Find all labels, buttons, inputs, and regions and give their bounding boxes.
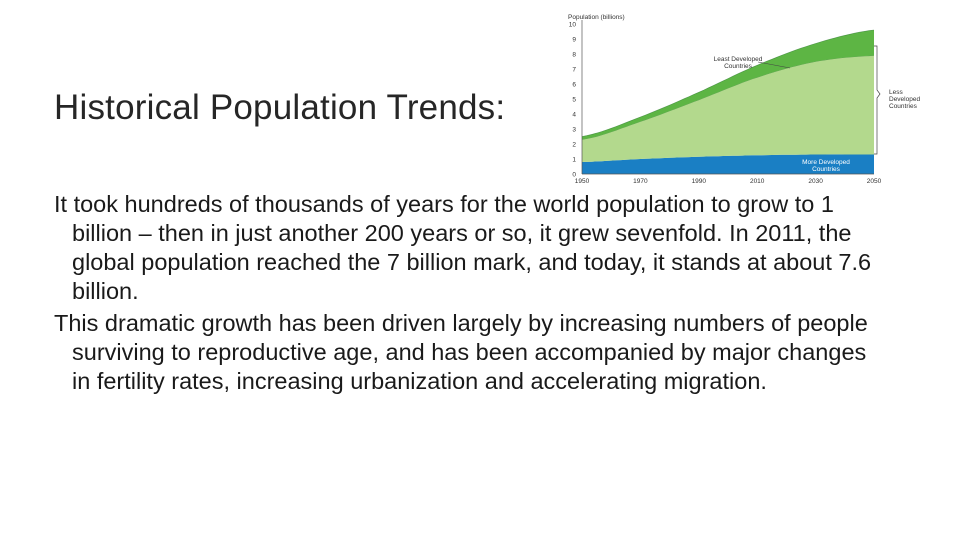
paragraph-1: It took hundreds of thousands of years f… xyxy=(54,191,872,304)
x-tick-label: 1970 xyxy=(633,178,648,185)
x-tick-label: 2010 xyxy=(750,178,765,185)
y-axis-ticks: 0 1 2 3 4 5 6 7 8 9 10 xyxy=(569,21,577,178)
least-developed-callout: Least Developed Countries xyxy=(714,56,791,70)
y-tick-label: 10 xyxy=(569,21,577,28)
less-developed-bracket xyxy=(874,45,881,155)
x-tick-label: 2030 xyxy=(808,178,823,185)
least-developed-label-line-2: Countries xyxy=(724,63,753,70)
series-area-1 xyxy=(582,55,874,162)
less-developed-label-line-3: Countries xyxy=(889,103,918,110)
series-area-0 xyxy=(582,154,874,174)
y-axis-label: Population (billions) xyxy=(568,14,625,21)
x-tick-label: 1990 xyxy=(692,178,707,185)
y-tick-label: 8 xyxy=(572,51,576,58)
less-developed-label-line-1: Less xyxy=(889,89,903,96)
x-axis-ticks: 1950 1970 1990 2010 2030 2050 xyxy=(575,178,882,185)
less-developed-label-line-2: Developed xyxy=(889,96,920,103)
slide-title: Historical Population Trends: xyxy=(54,88,506,127)
y-tick-label: 1 xyxy=(572,156,576,163)
more-developed-callout: More Developed Countries xyxy=(802,159,850,173)
y-tick-label: 2 xyxy=(572,141,576,148)
series-edge-2 xyxy=(581,29,875,137)
paragraph-2: This dramatic growth has been driven lar… xyxy=(54,310,868,394)
x-tick-label: 2050 xyxy=(867,178,882,185)
y-tick-label: 5 xyxy=(572,96,576,103)
least-developed-leader xyxy=(757,61,791,69)
y-tick-label: 7 xyxy=(572,66,576,73)
y-tick-label: 0 xyxy=(572,171,576,178)
y-tick-label: 4 xyxy=(572,111,576,118)
less-developed-callout: Less Developed Countries xyxy=(874,45,920,155)
x-tick-label: 1950 xyxy=(575,178,590,185)
y-tick-label: 9 xyxy=(572,36,576,43)
series-area-2 xyxy=(582,30,874,140)
y-tick-label: 3 xyxy=(572,126,576,133)
more-developed-label-line-2: Countries xyxy=(812,166,841,173)
least-developed-label-line-1: Least Developed xyxy=(714,56,763,63)
body-text: It took hundreds of thousands of years f… xyxy=(54,190,874,399)
more-developed-label-line-1: More Developed xyxy=(802,159,850,166)
plot-area xyxy=(581,20,875,175)
y-tick-label: 6 xyxy=(572,81,576,88)
